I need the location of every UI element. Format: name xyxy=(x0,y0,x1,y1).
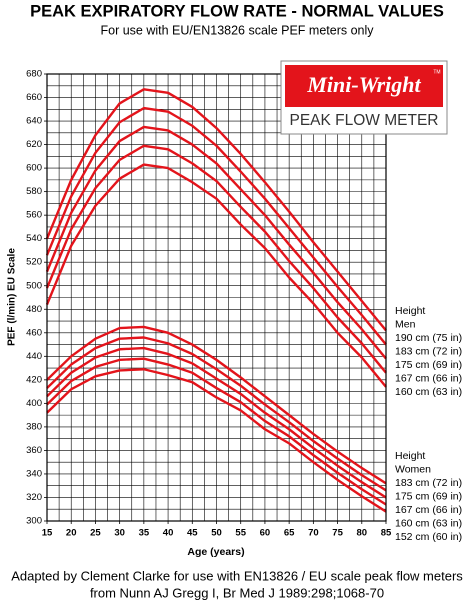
y-tick-label: 420 xyxy=(26,374,42,385)
x-tick-label: 60 xyxy=(260,528,271,539)
y-tick-label: 480 xyxy=(26,304,42,315)
x-tick-label: 80 xyxy=(356,528,367,539)
series-line xyxy=(46,357,387,506)
y-tick-label: 340 xyxy=(26,468,42,479)
logo-tm: TM xyxy=(433,69,440,75)
x-tick-label: 55 xyxy=(235,528,246,539)
y-tick-label: 680 xyxy=(26,69,42,80)
legend-entry: 167 cm (66 in) xyxy=(395,372,462,384)
y-tick-label: 440 xyxy=(26,351,42,362)
x-tick-label: 50 xyxy=(211,528,222,539)
x-tick-label: 30 xyxy=(114,528,125,539)
y-tick-label: 360 xyxy=(26,445,42,456)
y-tick-label: 380 xyxy=(26,421,42,432)
logo-brand: Mini-Wright xyxy=(306,72,421,97)
y-tick-label: 500 xyxy=(26,280,42,291)
x-tick-label: 45 xyxy=(187,528,198,539)
y-tick-label: 400 xyxy=(26,398,42,409)
legend-title: Height xyxy=(395,305,425,317)
x-tick-label: 75 xyxy=(332,528,343,539)
y-tick-label: 580 xyxy=(26,186,42,197)
series-line xyxy=(46,368,387,513)
y-tick-label: 540 xyxy=(26,233,42,244)
chart-subtitle: For use with EU/EN13826 scale PEF meters… xyxy=(100,23,374,37)
x-axis-label: Age (years) xyxy=(187,546,244,558)
y-axis-label: PEF (l/min) EU Scale xyxy=(7,248,18,346)
x-tick-label: 70 xyxy=(308,528,319,539)
series-line xyxy=(45,88,387,332)
x-tick-label: 20 xyxy=(66,528,77,539)
legend-entry: 160 cm (63 in) xyxy=(395,517,462,529)
x-tick-label: 15 xyxy=(42,528,53,539)
legend-subtitle: Women xyxy=(395,463,431,475)
y-tick-label: 620 xyxy=(26,139,42,150)
legend-title: Height xyxy=(395,450,425,462)
y-tick-label: 320 xyxy=(26,492,42,503)
x-tick-label: 25 xyxy=(90,528,101,539)
x-tick-label: 40 xyxy=(163,528,174,539)
series-line xyxy=(45,125,387,360)
x-tick-label: 85 xyxy=(381,528,392,539)
y-tick-label: 520 xyxy=(26,257,42,268)
y-tick-label: 300 xyxy=(26,516,42,527)
footer-line: from Nunn AJ Gregg I, Br Med J 1989:298;… xyxy=(90,585,384,600)
legend-entry: 175 cm (69 in) xyxy=(395,359,462,371)
legend-entry: 183 cm (72 in) xyxy=(395,345,462,357)
legend-subtitle: Men xyxy=(395,318,416,330)
series-lines xyxy=(45,88,387,513)
y-tick-label: 660 xyxy=(26,92,42,103)
footer-line: Adapted by Clement Clarke for use with E… xyxy=(11,568,463,583)
y-tick-label: 560 xyxy=(26,210,42,221)
logo-product: PEAK FLOW METER xyxy=(290,112,439,129)
legend-entry: 152 cm (60 in) xyxy=(395,531,462,543)
series-line xyxy=(46,346,387,499)
series-line xyxy=(45,106,387,346)
series-line xyxy=(45,144,387,374)
x-tick-label: 35 xyxy=(139,528,150,539)
legend-entry: 160 cm (63 in) xyxy=(395,386,462,398)
logo-banner xyxy=(285,65,443,107)
chart-title: PEAK EXPIRATORY FLOW RATE - NORMAL VALUE… xyxy=(30,2,444,20)
series-line xyxy=(45,163,387,388)
legend-entry: 175 cm (69 in) xyxy=(395,490,462,502)
series-line xyxy=(46,325,387,485)
grid xyxy=(44,73,387,524)
x-tick-label: 65 xyxy=(284,528,295,539)
legend-entry: 190 cm (75 in) xyxy=(395,332,462,344)
series-line xyxy=(46,336,387,492)
y-tick-label: 460 xyxy=(26,327,42,338)
y-tick-label: 600 xyxy=(26,163,42,174)
y-tick-label: 640 xyxy=(26,116,42,127)
logo: Mini-Wright TM PEAK FLOW METER xyxy=(280,60,448,135)
plot-frame xyxy=(46,73,387,522)
legend-entry: 183 cm (72 in) xyxy=(395,477,462,489)
legend-entry: 167 cm (66 in) xyxy=(395,504,462,516)
